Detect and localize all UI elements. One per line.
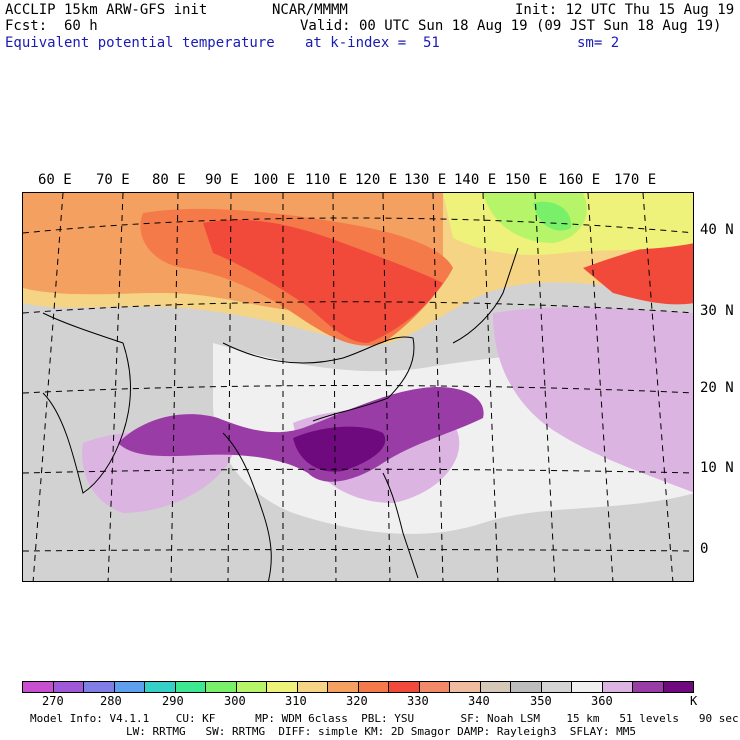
lat-label: 40 N xyxy=(700,222,734,238)
colorbar-swatch xyxy=(358,682,389,692)
colorbar-swatch xyxy=(236,682,267,692)
colorbar-swatch xyxy=(145,682,176,692)
colorbar-tick: 330 xyxy=(407,694,429,708)
colorbar-tick: 340 xyxy=(468,694,490,708)
colorbar xyxy=(22,681,694,693)
colorbar-swatch xyxy=(541,682,572,692)
vertical-level: at k-index = 51 xyxy=(305,35,440,51)
smoothing-label: sm= 2 xyxy=(577,35,620,51)
colorbar-swatch xyxy=(23,682,54,692)
lon-label: 100 E xyxy=(253,172,296,188)
model-title: ACCLIP 15km ARW-GFS init xyxy=(5,2,208,18)
forecast-label: Fcst: xyxy=(5,18,48,34)
colorbar-tick: 280 xyxy=(100,694,122,708)
colorbar-swatch xyxy=(175,682,206,692)
colorbar-swatch xyxy=(206,682,237,692)
colorbar-tick: 310 xyxy=(285,694,307,708)
lon-label: 130 E xyxy=(404,172,447,188)
colorbar-swatch xyxy=(419,682,450,692)
field-name: Equivalent potential temperature xyxy=(5,35,275,51)
coastline-philippines xyxy=(382,472,419,579)
colorbar-swatch xyxy=(53,682,84,692)
lat-label: 10 N xyxy=(700,460,734,476)
lat-label: 20 N xyxy=(700,380,734,396)
init-time: Init: 12 UTC Thu 15 Aug 19 xyxy=(515,2,735,18)
colorbar-swatch xyxy=(480,682,511,692)
colorbar-swatch xyxy=(572,682,603,692)
lon-label: 150 E xyxy=(505,172,548,188)
lon-label: 90 E xyxy=(205,172,239,188)
colorbar-tick: 290 xyxy=(162,694,184,708)
theta-e-deep-purple-core xyxy=(293,426,386,472)
theta-e-purple-core xyxy=(118,387,484,482)
colorbar-tick: 320 xyxy=(346,694,368,708)
colorbar-unit: K xyxy=(690,694,698,708)
graticule xyxy=(23,193,693,581)
colorbar-swatch xyxy=(450,682,481,692)
colorbar-swatch xyxy=(328,682,359,692)
coastline-japan xyxy=(452,247,519,344)
forecast-hour: 60 h xyxy=(64,18,98,34)
theta-e-map xyxy=(22,192,694,582)
colorbar-tick: 270 xyxy=(42,694,64,708)
organization-label: NCAR/MMMM xyxy=(272,2,348,18)
map-canvas xyxy=(23,193,693,581)
lon-label: 120 E xyxy=(355,172,398,188)
colorbar-swatch xyxy=(663,682,693,692)
lon-label: 60 E xyxy=(38,172,72,188)
lon-label: 70 E xyxy=(96,172,130,188)
colorbar-swatch xyxy=(114,682,145,692)
model-info-line1: Model Info: V4.1.1 CU: KF MP: WDM 6class… xyxy=(30,712,739,725)
model-info-line2: LW: RRTMG SW: RRTMG DIFF: simple KM: 2D … xyxy=(126,725,636,738)
lat-label: 30 N xyxy=(700,303,734,319)
colorbar-swatch xyxy=(297,682,328,692)
theta-e-lilac-pacific xyxy=(493,307,693,493)
valid-time: Valid: 00 UTC Sun 18 Aug 19 (09 JST Sun … xyxy=(300,18,722,34)
lon-label: 140 E xyxy=(454,172,497,188)
theta-e-red-east-band xyxy=(583,233,693,305)
colorbar-swatch xyxy=(389,682,420,692)
colorbar-tick: 360 xyxy=(591,694,613,708)
lon-label: 170 E xyxy=(614,172,657,188)
coastline-china xyxy=(222,336,415,422)
colorbar-swatch xyxy=(511,682,542,692)
colorbar-tick: 300 xyxy=(224,694,246,708)
colorbar-swatch xyxy=(633,682,664,692)
lon-label: 160 E xyxy=(558,172,601,188)
coastline-indochina xyxy=(222,432,272,581)
colorbar-swatch xyxy=(602,682,633,692)
lon-label: 80 E xyxy=(152,172,186,188)
colorbar-swatch xyxy=(84,682,115,692)
lat-label: 0 xyxy=(700,541,709,557)
theta-e-deep-red-band xyxy=(203,219,443,343)
coastline-india xyxy=(42,312,131,494)
colorbar-tick: 350 xyxy=(530,694,552,708)
lon-label: 110 E xyxy=(305,172,348,188)
colorbar-swatch xyxy=(267,682,298,692)
